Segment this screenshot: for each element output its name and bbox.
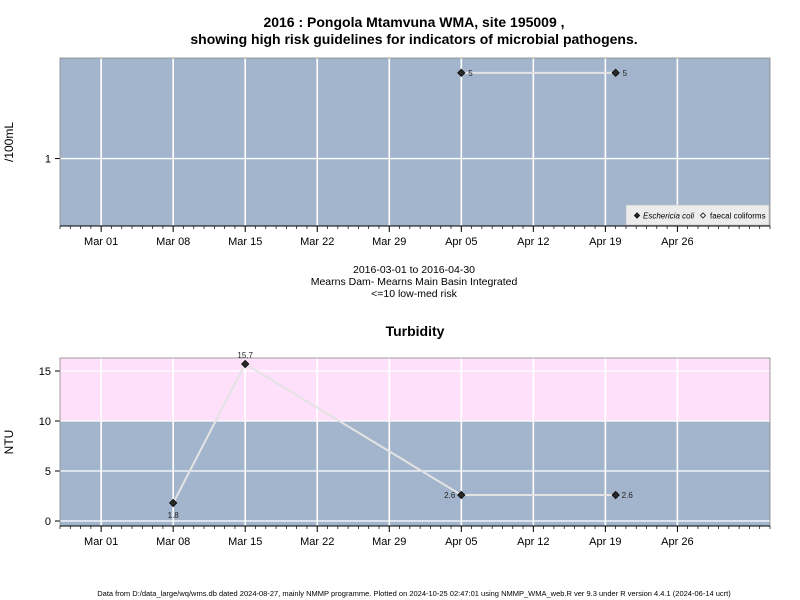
plot-background [60, 58, 770, 226]
x-tick-label: Mar 15 [228, 536, 262, 548]
data-point [241, 359, 250, 369]
data-point [457, 68, 466, 78]
x-tick-label: Mar 08 [156, 236, 190, 248]
data-label: 5 [468, 69, 473, 78]
chart-title-line1: 2016 : Pongola Mtamvuna WMA, site 195009… [263, 14, 564, 30]
x-tick-label: Mar 22 [300, 536, 334, 548]
series-line [172, 362, 616, 504]
x-tick-label: Mar 01 [84, 536, 118, 548]
footer-note: Data from D:/data_large/wq/wms.db dated … [97, 589, 731, 598]
legend: Eschericia coli faecal coliforms [625, 204, 770, 226]
legend-marker-ecoli [633, 212, 641, 219]
legend-box [625, 204, 770, 226]
y-tick-label: 5 [45, 466, 51, 478]
y-tick-label: 15 [39, 366, 51, 378]
data-label: 2.6 [622, 491, 634, 500]
y-tick-label: 10 [39, 416, 51, 428]
x-tick-label: Apr 05 [445, 536, 477, 548]
chart-title-line2: showing high risk guidelines for indicat… [190, 31, 637, 47]
info-line-risk: <=10 low-med risk [371, 288, 458, 300]
y-tick-label: 0 [45, 516, 51, 528]
data-label: 1.8 [168, 511, 180, 520]
x-tick-label: Apr 19 [589, 236, 621, 248]
data-point [457, 490, 466, 500]
info-line-range: 2016-03-01 to 2016-04-30 [353, 264, 475, 276]
data-point [611, 490, 620, 500]
high-risk-band [60, 358, 770, 421]
x-tick-label: Apr 26 [661, 236, 693, 248]
panel-title: Turbidity [386, 323, 445, 339]
x-tick-label: Mar 29 [372, 236, 406, 248]
y-axis-label: /100mL [2, 122, 16, 162]
legend-label-ecoli: Eschericia coli [643, 212, 694, 221]
x-tick-label: Mar 29 [372, 536, 406, 548]
data-point [168, 498, 178, 508]
x-tick-label: Mar 15 [228, 236, 262, 248]
data-label: 2.6 [444, 491, 456, 500]
data-point [611, 68, 620, 78]
legend-marker-faecal [699, 212, 707, 219]
x-tick-label: Apr 12 [517, 536, 549, 548]
y-axis-label: NTU [2, 430, 16, 455]
x-tick-label: Mar 01 [84, 236, 118, 248]
data-label: 5 [623, 69, 628, 78]
x-tick-label: Apr 19 [589, 536, 621, 548]
x-tick-label: Mar 08 [156, 536, 190, 548]
info-line-site: Mearns Dam- Mearns Main Basin Integrated [311, 276, 518, 288]
microbial-panel: 1 Mar 01 Mar 08 Mar 15 Mar 22 Mar 29 Apr 05 Apr… [2, 57, 771, 248]
legend-label-faecal: faecal coliforms [710, 212, 766, 221]
x-tick-label: Apr 12 [517, 236, 549, 248]
x-tick-label: Mar 22 [300, 236, 334, 248]
x-tick-label: Apr 26 [661, 536, 693, 548]
data-label: 15.7 [237, 351, 253, 360]
y-tick-label: 1 [45, 154, 51, 166]
x-tick-label: Apr 05 [445, 236, 477, 248]
turbidity-panel: 0 5 10 15 Mar 01 Mar 08 Mar 15 Mar 22 Mar 29 Apr … [2, 323, 771, 548]
